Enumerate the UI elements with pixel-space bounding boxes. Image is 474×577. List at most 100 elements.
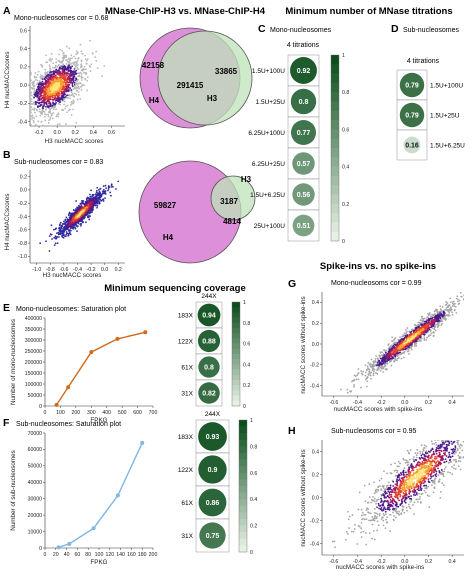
data-point bbox=[394, 503, 397, 506]
data-point bbox=[77, 68, 80, 71]
data-point bbox=[382, 502, 385, 505]
data-point bbox=[56, 69, 59, 72]
data-point bbox=[444, 466, 447, 468]
data-point bbox=[110, 185, 113, 188]
data-point bbox=[444, 319, 447, 321]
data-point bbox=[409, 339, 412, 342]
data-point bbox=[459, 292, 462, 294]
data-point bbox=[412, 473, 415, 476]
data-point bbox=[461, 420, 463, 422]
header-d: 4 titrations bbox=[407, 58, 440, 65]
data-point bbox=[79, 216, 82, 218]
data-point bbox=[75, 221, 77, 224]
data-point bbox=[410, 498, 413, 500]
data-point bbox=[52, 101, 54, 104]
data-point bbox=[71, 57, 73, 60]
data-point bbox=[451, 455, 454, 458]
data-point bbox=[84, 78, 87, 81]
data-point bbox=[100, 194, 103, 197]
data-point bbox=[30, 118, 32, 120]
data-point bbox=[40, 90, 42, 93]
data-point bbox=[44, 68, 46, 71]
data-point bbox=[458, 451, 461, 454]
data-point bbox=[34, 111, 36, 114]
data-point bbox=[399, 504, 402, 507]
data-point bbox=[427, 475, 430, 477]
panel-letter-a: A bbox=[3, 5, 11, 17]
data-point bbox=[104, 184, 107, 187]
data-point bbox=[421, 331, 423, 334]
data-point bbox=[28, 81, 30, 83]
data-point bbox=[105, 187, 107, 190]
data-point bbox=[47, 78, 50, 81]
data-point bbox=[27, 98, 29, 100]
data-point bbox=[380, 361, 382, 364]
data-point bbox=[458, 299, 461, 302]
data-point bbox=[103, 65, 106, 67]
data-point bbox=[30, 115, 32, 118]
data-point bbox=[87, 197, 90, 199]
data-point bbox=[397, 465, 400, 468]
data-point bbox=[423, 320, 426, 323]
y-tick-label: -0.4 bbox=[18, 119, 27, 125]
data-point bbox=[370, 501, 373, 504]
data-point bbox=[404, 501, 407, 504]
data-point bbox=[33, 85, 36, 88]
data-point bbox=[432, 314, 435, 317]
data-point bbox=[435, 452, 438, 455]
data-point bbox=[432, 335, 435, 338]
data-point bbox=[375, 355, 378, 358]
data-point bbox=[423, 336, 426, 338]
data-point bbox=[444, 441, 447, 443]
data-point bbox=[426, 336, 429, 339]
data-point bbox=[434, 323, 437, 326]
data-point bbox=[72, 213, 74, 216]
title-spikeins: Spike-ins vs. no spike-ins bbox=[320, 261, 436, 272]
data-point bbox=[81, 220, 84, 223]
data-point bbox=[81, 200, 84, 202]
data-point bbox=[35, 83, 38, 86]
data-point bbox=[432, 450, 435, 453]
data-point bbox=[74, 72, 77, 74]
data-point bbox=[36, 101, 39, 104]
data-point bbox=[77, 86, 80, 89]
data-point bbox=[94, 197, 96, 199]
data-point bbox=[430, 440, 433, 443]
data-point bbox=[68, 74, 71, 77]
y-tick-label: 0.4 bbox=[312, 449, 319, 455]
data-point bbox=[34, 100, 37, 103]
data-point bbox=[69, 227, 72, 230]
data-point bbox=[436, 310, 439, 313]
data-point bbox=[34, 91, 37, 94]
data-point bbox=[369, 371, 372, 374]
x-tick-label: 0.2 bbox=[425, 400, 432, 406]
data-point bbox=[419, 495, 421, 498]
data-point bbox=[78, 74, 81, 77]
data-point bbox=[423, 481, 426, 483]
data-point bbox=[388, 350, 391, 353]
data-point bbox=[390, 349, 392, 352]
data-point bbox=[440, 437, 442, 439]
data-point bbox=[447, 435, 449, 437]
data-point bbox=[355, 378, 358, 381]
data-point bbox=[45, 79, 47, 82]
data-point bbox=[399, 336, 401, 339]
data-point bbox=[440, 469, 443, 471]
y-tick-label: -0.4 bbox=[18, 214, 27, 220]
x-tick-label: -0.6 bbox=[329, 400, 338, 406]
data-point bbox=[56, 71, 59, 74]
data-point bbox=[67, 90, 70, 92]
data-point bbox=[428, 312, 431, 314]
data-point bbox=[388, 348, 391, 351]
data-point bbox=[438, 451, 441, 454]
data-point bbox=[59, 86, 62, 89]
data-point bbox=[56, 65, 59, 68]
data-point bbox=[463, 292, 464, 293]
data-point bbox=[382, 487, 385, 489]
data-point bbox=[405, 345, 408, 348]
data-point bbox=[89, 198, 92, 201]
data-point bbox=[435, 465, 438, 468]
data-point bbox=[414, 494, 417, 497]
data-point bbox=[49, 116, 52, 119]
data-point bbox=[396, 349, 399, 352]
